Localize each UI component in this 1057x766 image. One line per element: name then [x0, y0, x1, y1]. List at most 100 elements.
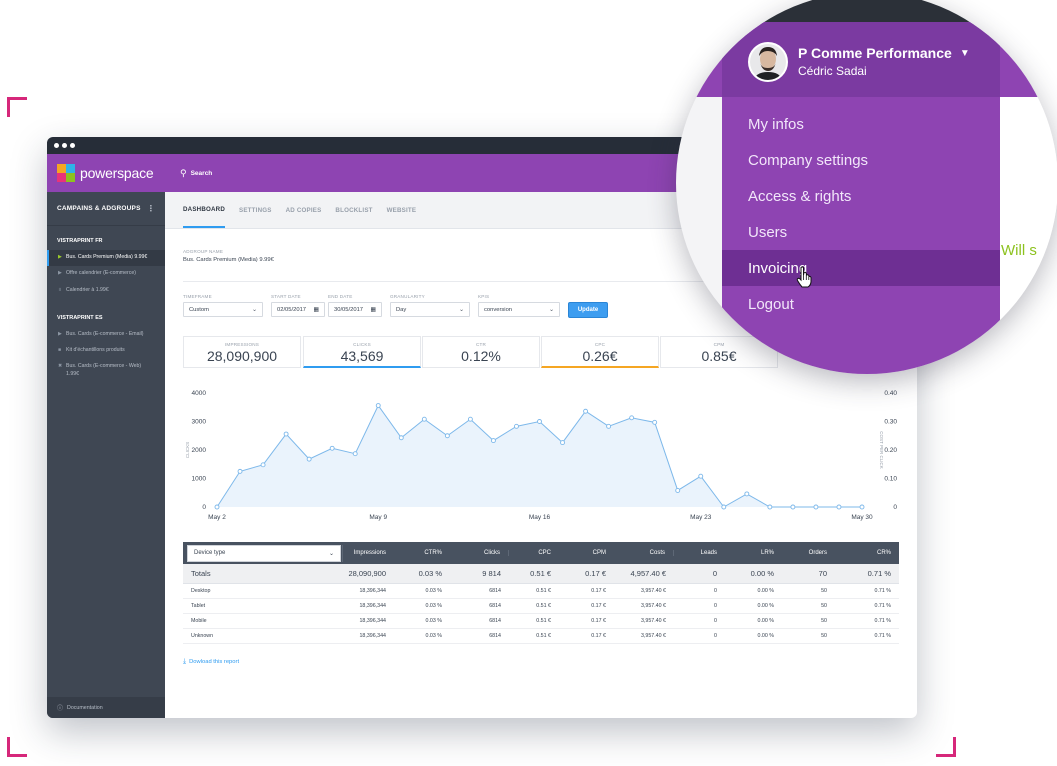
kpi-impressions[interactable]: IMPRESSIONS 28,090,900 [183, 336, 301, 368]
table-cell: Desktop [191, 588, 211, 594]
sidebar-item-adgroup[interactable]: ▶ Bus. Cards (E-commerce - Email) [47, 327, 165, 343]
search-link[interactable]: Search [190, 169, 213, 177]
data-point[interactable] [398, 435, 404, 441]
data-point[interactable] [490, 438, 496, 444]
start-date-input[interactable]: 02/05/2017 ▦ [271, 302, 325, 317]
kpi-cpc[interactable]: CPC 0.26€ [541, 336, 659, 368]
column-header[interactable]: Clicks [450, 550, 509, 556]
sidebar-item-adgroup[interactable]: ॥ Calendrier à 1.99€ [47, 283, 165, 299]
brand-logo[interactable]: powerspace [47, 154, 165, 192]
download-report-label: Dowload this report [189, 659, 240, 665]
tab-settings[interactable]: SETTINGS [239, 206, 272, 214]
table-row[interactable]: Desktop 18,396,344 0.03 % 6814 0.51 € 0.17 € 3… [183, 584, 899, 599]
data-point[interactable] [698, 473, 704, 479]
column-header[interactable]: CR% [876, 550, 891, 556]
menu-item-company-settings[interactable]: Company settings [748, 151, 869, 169]
documentation-link[interactable]: ⓘ Documentation [47, 697, 165, 718]
tab-dashboard[interactable]: DASHBOARD [183, 192, 226, 228]
menu-item-logout[interactable]: Logout [748, 295, 794, 313]
data-point[interactable] [583, 408, 589, 414]
data-point[interactable] [744, 491, 750, 497]
sidebar-item-adgroup[interactable]: ✖ Bus. Cards (E-commerce - Web) 1.99€ [47, 359, 165, 383]
data-point[interactable] [560, 440, 565, 446]
timeframe-value: Custom [189, 306, 209, 313]
column-header[interactable]: Orders [808, 550, 827, 556]
column-header[interactable]: CPC [538, 550, 551, 556]
kebab-menu-icon[interactable]: ⋮ [146, 204, 155, 213]
data-point[interactable] [652, 419, 658, 425]
company-switcher[interactable]: P Comme Performance ▼ [798, 45, 970, 61]
x-tick-label: May 9 [369, 514, 387, 521]
table-cell: 0.71 % [874, 633, 892, 639]
data-point[interactable] [514, 423, 519, 429]
column-header[interactable]: Impressions [353, 550, 386, 556]
window-dot[interactable] [62, 143, 67, 148]
start-date-value: 02/05/2017 [277, 306, 307, 313]
data-point[interactable] [421, 416, 427, 422]
data-point[interactable] [444, 433, 450, 439]
column-header[interactable]: Leads [700, 550, 717, 556]
data-point[interactable] [467, 416, 473, 422]
device-type-dropdown[interactable]: Device type ⌄ [187, 544, 341, 562]
table-cell: 0 [714, 618, 717, 624]
tab-blocklist[interactable]: BLOCKLIST [335, 206, 373, 214]
data-point[interactable] [859, 504, 865, 510]
granularity-label: GRANULARITY [390, 294, 425, 299]
data-point[interactable] [375, 403, 381, 408]
data-point[interactable] [813, 504, 819, 510]
update-button[interactable]: Update [568, 302, 608, 318]
sidebar-item-adgroup[interactable]: ■ Kit d'échantillons produits [47, 343, 165, 359]
table-cell: 50 [821, 588, 827, 594]
kpi-value: 0.12% [461, 348, 501, 364]
table-cell: 0.00 % [757, 633, 775, 639]
table-cell: 0.00 % [757, 588, 775, 594]
table-row[interactable]: Mobile 18,396,344 0.03 % 6814 0.51 € 0.17 € 3,… [183, 614, 899, 629]
data-point[interactable] [675, 488, 681, 493]
column-header[interactable]: CPM [592, 550, 606, 556]
data-point[interactable] [214, 504, 220, 510]
data-point[interactable] [721, 504, 727, 510]
end-date-value: 30/05/2017 [334, 306, 364, 313]
menu-item-invoicing[interactable]: Invoicing [722, 250, 1000, 286]
table-cell: 0.51 € [536, 588, 551, 594]
window-dot[interactable] [54, 143, 59, 148]
table-cell: Totals [191, 569, 211, 578]
data-point[interactable] [237, 468, 243, 474]
data-point[interactable] [767, 504, 773, 510]
data-point[interactable] [606, 423, 612, 429]
column-header[interactable]: Costs [614, 550, 674, 556]
menu-item-access-rights[interactable]: Access & rights [748, 187, 852, 205]
table-cell: 3,957.40 € [640, 618, 666, 624]
end-date-input[interactable]: 30/05/2017 ▦ [328, 302, 382, 317]
data-point[interactable] [306, 456, 312, 462]
column-header[interactable]: LR% [760, 550, 774, 556]
avatar[interactable] [748, 42, 788, 82]
kpi-clicks[interactable]: CLICKS 43,569 [303, 336, 421, 368]
granularity-select[interactable]: Day ⌄ [390, 302, 470, 317]
table-row[interactable]: Tablet 18,396,344 0.03 % 6814 0.51 € 0.17 € 3,… [183, 599, 899, 614]
data-point[interactable] [329, 445, 335, 451]
data-point[interactable] [629, 415, 635, 421]
kpi-ctr[interactable]: CTR 0.12% [422, 336, 540, 368]
table-row[interactable]: Unknown 18,396,344 0.03 % 6814 0.51 € 0.17 € 3… [183, 629, 899, 644]
tab-ad-copies[interactable]: AD COPIES [285, 206, 322, 214]
sidebar-item-adgroup[interactable]: ▶ Offre calendrier (E-commerce) [47, 266, 165, 282]
timeframe-select[interactable]: Custom ⌄ [183, 302, 263, 317]
data-point[interactable] [260, 462, 266, 468]
tab-website[interactable]: WEBSITE [386, 206, 417, 214]
data-point[interactable] [790, 504, 796, 510]
data-point[interactable] [283, 431, 289, 437]
download-report-link[interactable]: ⤓ Dowload this report [183, 658, 239, 666]
kpi-label: CPM [713, 342, 725, 347]
search-icon[interactable]: ⚲ [180, 167, 187, 178]
stop-icon: ■ [58, 347, 62, 354]
column-header[interactable]: CTR% [424, 550, 442, 556]
window-dot[interactable] [70, 143, 75, 148]
sidebar-item-adgroup[interactable]: ▶ Bus. Cards Premium (Media) 9.99€ [47, 250, 165, 267]
data-point[interactable] [537, 419, 542, 424]
data-point[interactable] [836, 504, 842, 510]
menu-item-users[interactable]: Users [748, 223, 788, 241]
data-point[interactable] [352, 451, 358, 457]
kpis-select[interactable]: conversion ⌄ [478, 302, 560, 317]
menu-item-my-infos[interactable]: My infos [748, 115, 804, 133]
